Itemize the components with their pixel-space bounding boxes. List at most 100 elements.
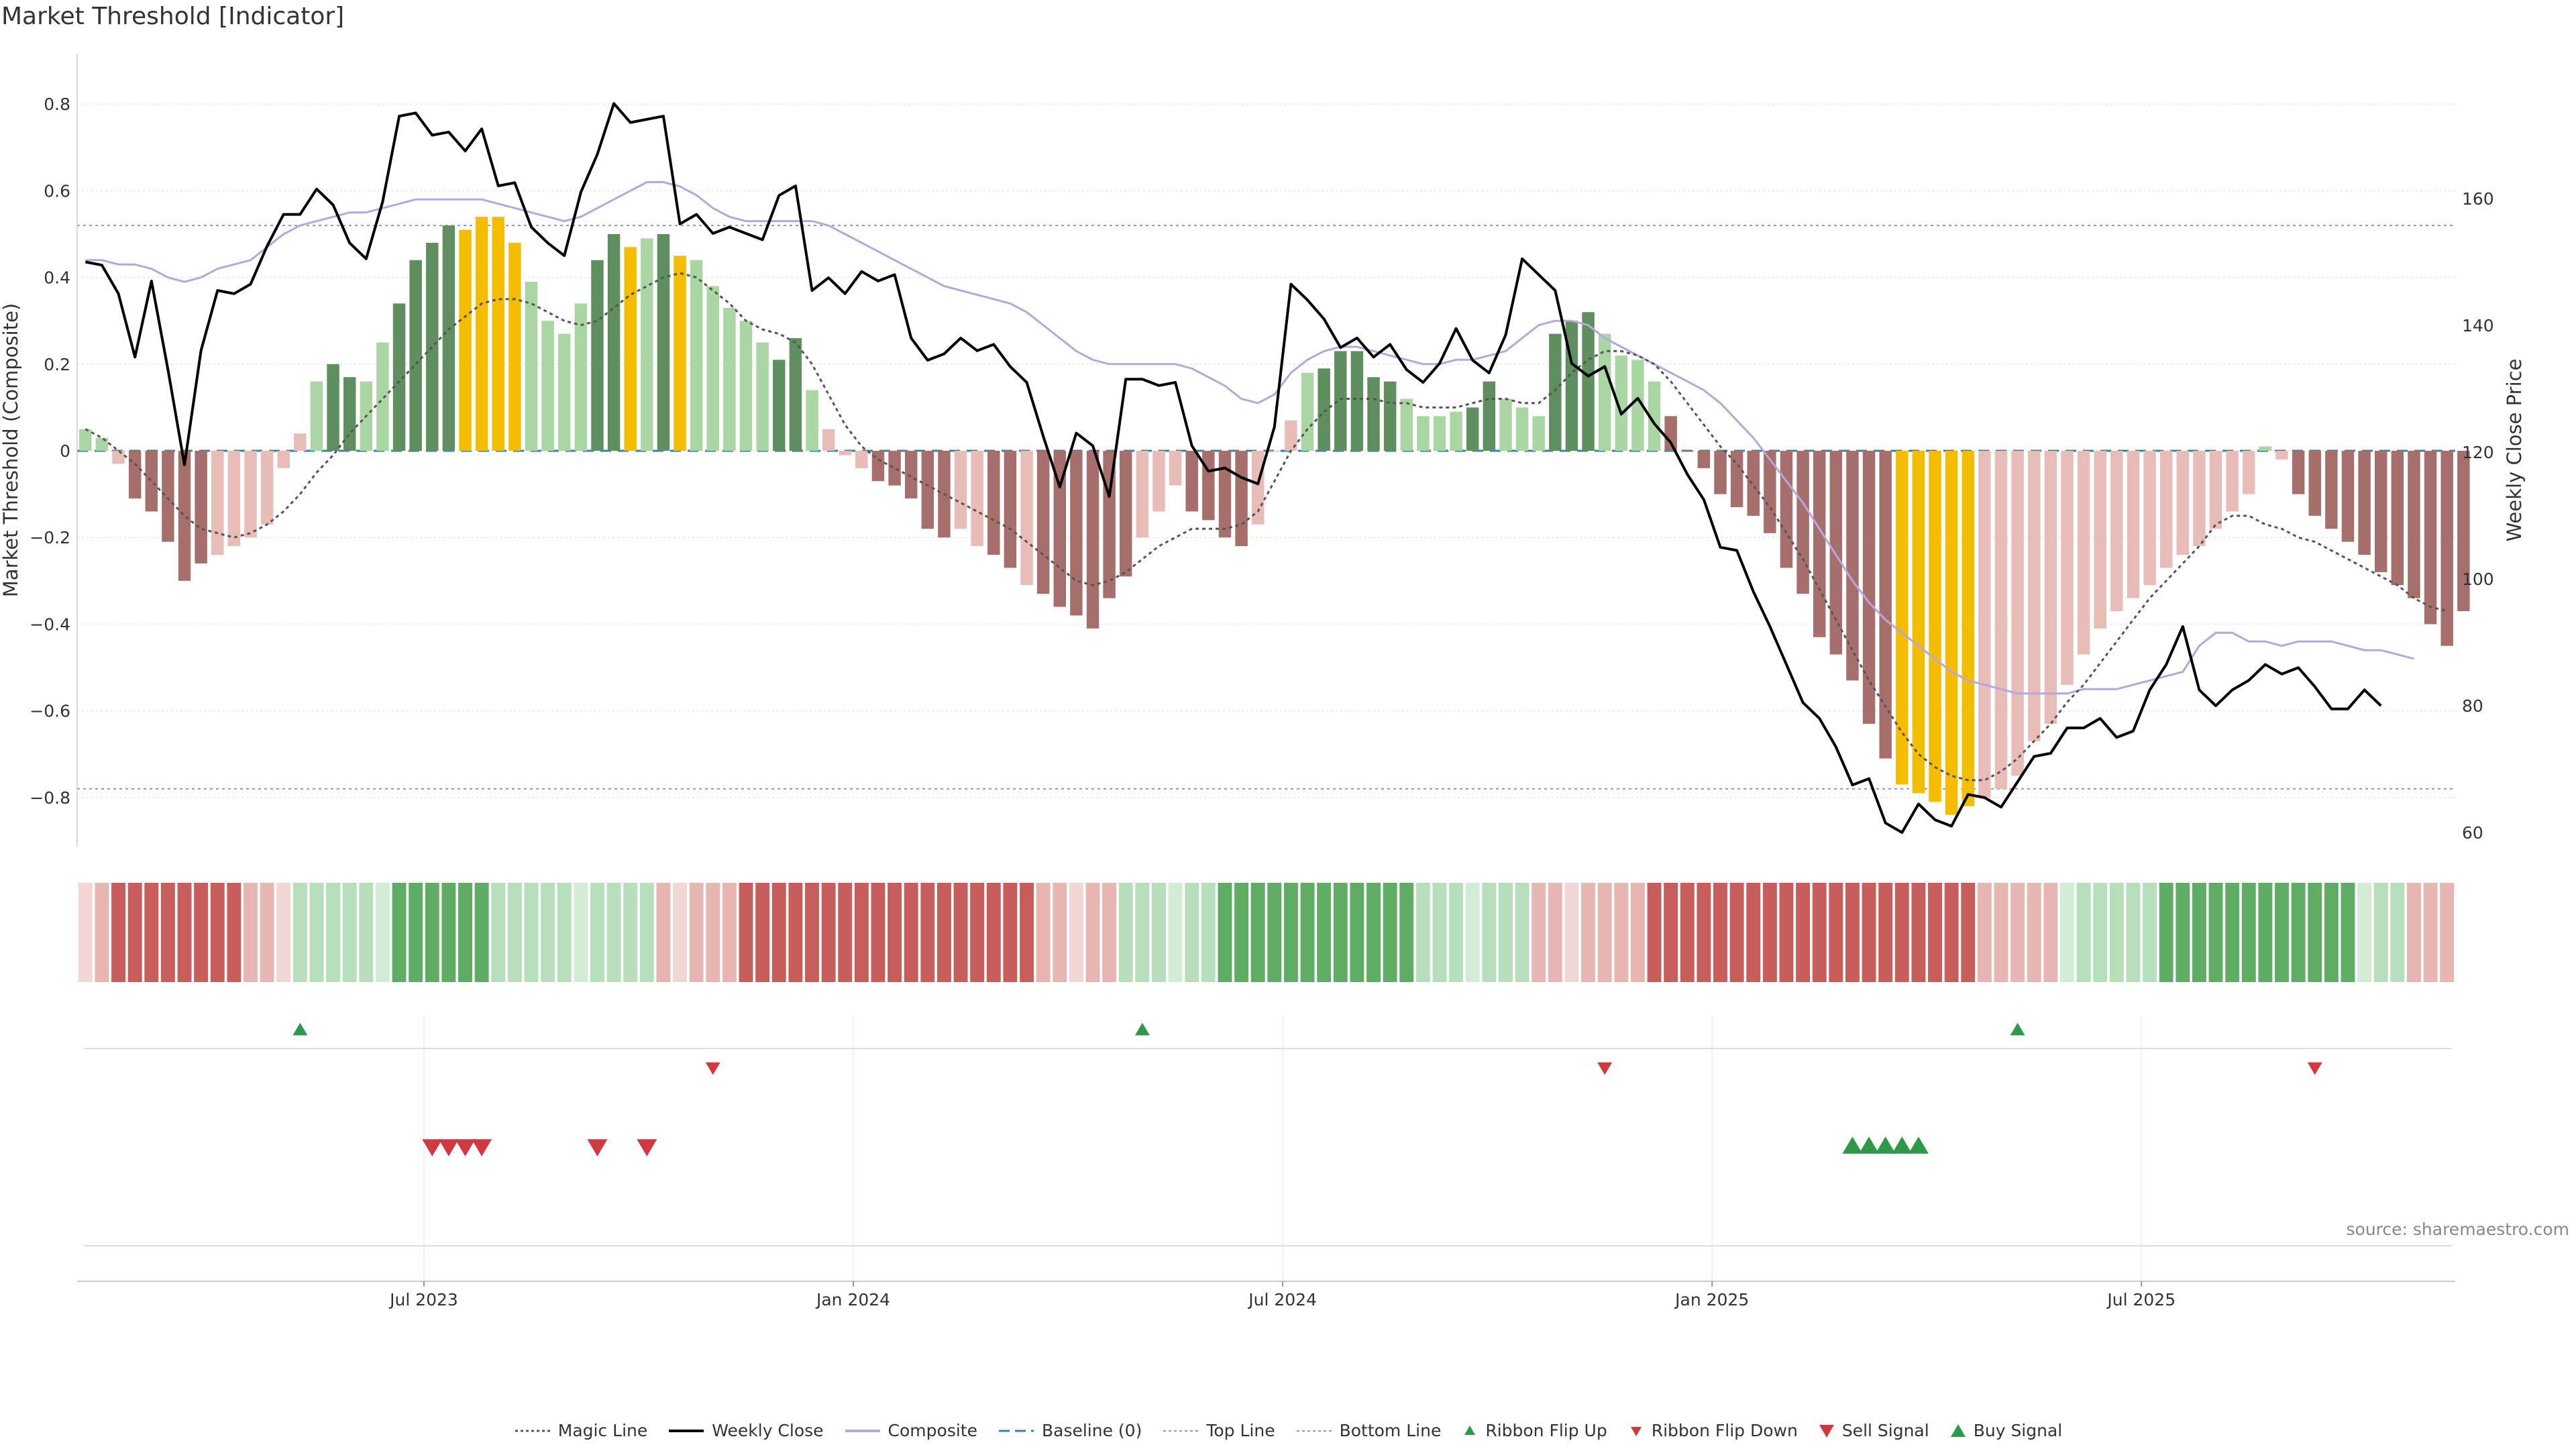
ribbon-cell [1152,883,1166,982]
composite-bar [426,242,439,451]
weekly-close-line [85,102,2382,834]
composite-bar [789,338,802,451]
ribbon-cell [1845,883,1860,982]
legend-item: Weekly Close [667,1421,824,1440]
composite-bar [1846,451,1859,681]
series-lines [85,102,2448,834]
ribbon-cell [1366,883,1381,982]
composite-bar [244,451,257,538]
ribbon-cell [2010,883,2025,982]
ribbon-cell [1762,883,1777,982]
y2-tick-label: 100 [2462,570,2494,589]
ribbon-cell [1465,883,1480,982]
ribbon-cell [953,883,968,982]
x-tick-label: Jul 2025 [2106,1290,2176,1309]
ribbon-cell [1168,883,1183,982]
ribbon-cell [557,883,572,982]
ribbon-cell [78,883,93,982]
composite-bar [1532,416,1545,451]
legend-label: Magic Line [557,1421,648,1440]
composite-bar [442,225,455,451]
composite-bar [1053,451,1067,607]
y-axis-label: Market Threshold (Composite) [0,303,22,597]
composite-bar [2341,451,2355,542]
ribbon-cell [755,883,770,982]
x-tick-label: Jan 2024 [815,1290,890,1309]
composite-bar [178,451,191,581]
ribbon-cell [474,883,489,982]
composite-bar [1070,451,1083,616]
x-axis: Jul 2023 Jan 2024 Jul 2024 Jan 2025 Jul 2025 [77,1281,2455,1309]
signal-panels [84,1016,2452,1281]
ribbon-cell [2060,883,2074,982]
x-tick-label: Jan 2025 [1674,1290,1749,1309]
ribbon-cell [1779,883,1794,982]
ribbon-cell [1994,883,2008,982]
triangle-down-red-icon [1819,1424,1834,1438]
ribbon-cell [986,883,1001,982]
sell-signal-marker [472,1139,492,1157]
sell-signal-marker [438,1139,459,1157]
ribbon-cell [1432,883,1447,982]
composite-bar [2259,446,2272,451]
ribbon-cell [1697,883,1711,982]
legend-item: Bottom Line [1295,1421,1441,1440]
ribbon-cell [722,883,737,982]
y-tick-label: 0.4 [44,268,70,288]
ribbon-cell [194,883,209,982]
ribbon-cell [1201,883,1216,982]
sell-signal-marker [587,1139,608,1157]
composite-bar [2325,451,2338,529]
ribbon-cell [160,883,175,982]
composite-bar [1218,451,1232,538]
triangle-up-small-green-icon [1464,1425,1476,1435]
composite-bar [2061,451,2074,685]
ribbon-cell [111,883,126,982]
magic-line [85,272,2448,782]
composite-bar [1020,451,1033,586]
ribbon-cell [1036,883,1051,982]
solid-line-black-icon [669,1429,704,1432]
ribbon-cell [1333,883,1348,982]
ribbon-cell [2275,883,2289,982]
composite-bar [1962,451,1974,806]
ribbon-cell [1118,883,1133,982]
composite-bar [1251,451,1265,525]
ribbon-cell [1498,883,1513,982]
ribbon-cell [1746,883,1761,982]
dashed-line-blue-icon [998,1430,1034,1432]
composite-bar [1301,372,1314,451]
composite-bar [162,451,174,542]
legend-label: Top Line [1206,1421,1275,1440]
composite-bar [1334,351,1347,451]
ribbon-cell [1878,883,1893,982]
composite-bar [1350,351,1364,451]
ribbon-cell [639,883,654,982]
y2-tick-label: 120 [2462,443,2494,462]
ribbon-cell [1630,883,1645,982]
composite-bar [1235,451,1248,547]
ribbon-cell [2192,883,2206,982]
ribbon-cell [359,883,374,982]
ribbon-cell [1267,883,1282,982]
ribbon-cell [210,883,225,982]
buy-signal-marker [1842,1136,1863,1154]
composite-bar [2391,451,2404,586]
ribbon-cell [1729,883,1744,982]
buy-signal-marker [1859,1136,1880,1154]
ribbon-cell [739,883,753,982]
ribbon-cell [1911,883,1926,982]
composite-bar [2159,451,2173,568]
ribbon-cell [1961,883,1976,982]
composite-bar [2094,451,2106,629]
ribbon-cell [788,883,803,982]
composite-bar [1697,451,1711,468]
source-credit: source: sharemaestro.com [2346,1220,2570,1239]
ribbon-cell [771,883,786,982]
ribbon-cell [1532,883,1546,982]
composite-bar [739,321,753,451]
composite-bar [409,260,422,451]
composite-bar [2077,451,2090,655]
legend-item: Sell Signal [1818,1421,1929,1440]
composite-bar [1582,312,1595,451]
